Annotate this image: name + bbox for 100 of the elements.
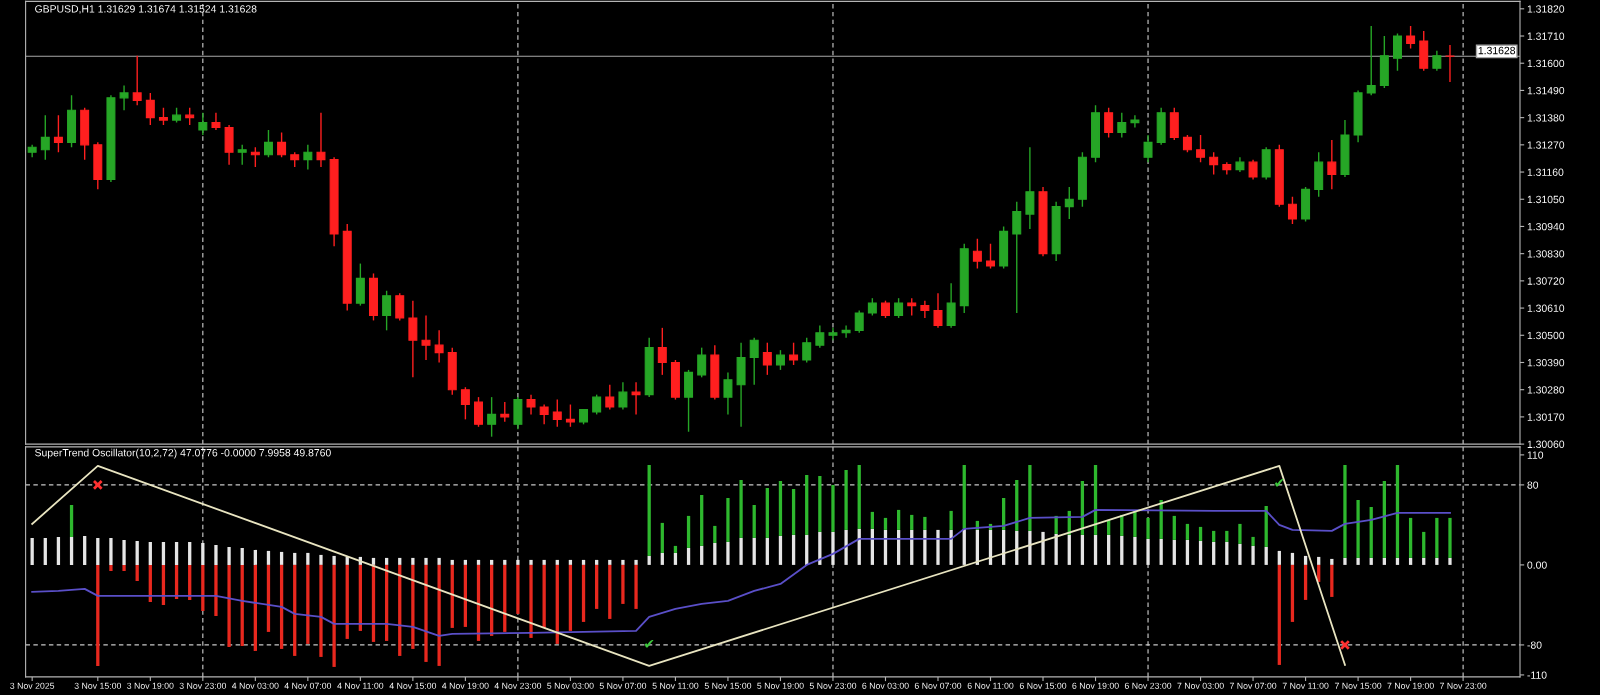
- candlestick: [697, 346, 707, 379]
- bar: [69, 504, 74, 537]
- bar: [765, 537, 769, 565]
- y-tick-label: 1.30060: [1527, 440, 1565, 448]
- candlestick: [854, 309, 864, 334]
- candlestick: [408, 299, 418, 379]
- bar: [411, 557, 415, 565]
- bar: [805, 534, 809, 565]
- bar: [1448, 517, 1452, 558]
- bar: [778, 535, 783, 565]
- bar: [752, 504, 756, 538]
- bar: [739, 479, 743, 538]
- bar: [1422, 557, 1426, 565]
- bar: [1067, 534, 1071, 565]
- x-tick-label: 4 Nov 03:00: [231, 682, 279, 689]
- bar: [1225, 530, 1229, 542]
- bar: [503, 559, 507, 565]
- bar: [634, 559, 638, 565]
- bar: [791, 488, 796, 535]
- candlestick: [815, 324, 825, 349]
- bar: [1185, 523, 1190, 540]
- bar: [398, 557, 402, 565]
- candlestick: [1064, 186, 1074, 220]
- candlestick: [972, 238, 982, 270]
- bar: [1382, 557, 1386, 565]
- y-tick-label: 1.31270: [1527, 141, 1565, 149]
- bar: [69, 536, 74, 565]
- bar: [1028, 530, 1032, 565]
- bar: [713, 525, 717, 543]
- bar: [437, 564, 441, 666]
- bar: [1290, 552, 1295, 565]
- x-tick-label: 7 Nov 15:00: [1334, 682, 1382, 689]
- candlestick: [1406, 25, 1416, 50]
- bar: [174, 541, 179, 565]
- x-tick-label: 3 Nov 2025: [10, 682, 55, 689]
- bar: [739, 537, 743, 565]
- candlestick: [1432, 50, 1442, 72]
- bar: [332, 564, 336, 667]
- line-series: [31, 464, 1346, 667]
- y-tick-label: 1.31820: [1527, 5, 1565, 13]
- y-tick-label: 1.30830: [1527, 250, 1565, 258]
- bar: [293, 552, 297, 565]
- bar: [1395, 464, 1400, 558]
- bar: [660, 522, 664, 553]
- bar: [568, 564, 573, 631]
- bar: [686, 515, 691, 548]
- bar: [476, 559, 481, 565]
- x-tick-label: 5 Nov 15:00: [704, 682, 752, 689]
- bar: [1041, 531, 1045, 565]
- bar: [109, 564, 113, 571]
- candlestick: [1327, 139, 1337, 191]
- bar: [949, 510, 953, 530]
- y-tick-label: 0.00: [1527, 561, 1547, 569]
- bar: [96, 537, 100, 565]
- candlestick: [631, 381, 641, 416]
- bar: [634, 564, 638, 609]
- candlestick: [802, 337, 812, 364]
- x-tick-label: 6 Nov 15:00: [1019, 682, 1067, 689]
- x-tick-label: 4 Nov 15:00: [389, 682, 437, 689]
- bar: [319, 564, 323, 657]
- candlestick: [198, 111, 208, 136]
- bar: [1133, 510, 1137, 537]
- bar: [188, 541, 192, 565]
- candlestick: [723, 371, 733, 416]
- x-tick-label: 6 Nov 11:00: [967, 682, 1014, 689]
- bar: [726, 497, 730, 542]
- bar: [831, 531, 835, 565]
- x-tick-label: 5 Nov 07:00: [599, 682, 647, 689]
- bar: [306, 552, 310, 565]
- bar: [1120, 535, 1124, 565]
- bar: [1395, 557, 1400, 565]
- x-tick-label: 3 Nov 15:00: [74, 682, 122, 689]
- candlestick: [277, 131, 287, 158]
- candlestick: [1025, 146, 1035, 230]
- bar: [1303, 555, 1308, 565]
- candlestick: [316, 111, 326, 168]
- candlestick: [237, 144, 247, 166]
- bar: [1159, 538, 1163, 565]
- y-tick-label: 1.30610: [1527, 304, 1565, 312]
- annotation: ✔: [644, 639, 654, 648]
- candlestick: [1012, 201, 1022, 314]
- bar: [306, 564, 310, 644]
- bar: [608, 559, 612, 565]
- bar: [673, 552, 678, 565]
- candlestick: [1366, 25, 1376, 97]
- bar: [279, 551, 284, 565]
- bar: [647, 464, 651, 556]
- bar: [962, 464, 966, 529]
- candlestick: [132, 55, 142, 106]
- candlestick: [263, 129, 273, 158]
- bar: [1251, 545, 1255, 565]
- y-tick-label: 80: [1527, 481, 1539, 489]
- bar: [1172, 539, 1176, 565]
- annotation: ✔: [1275, 478, 1284, 487]
- candlestick: [618, 381, 628, 411]
- bar: [910, 514, 914, 530]
- x-tick-label: 3 Nov 23:00: [179, 682, 227, 689]
- bar: [555, 559, 559, 565]
- candlestick: [749, 337, 759, 386]
- bar: [568, 559, 573, 565]
